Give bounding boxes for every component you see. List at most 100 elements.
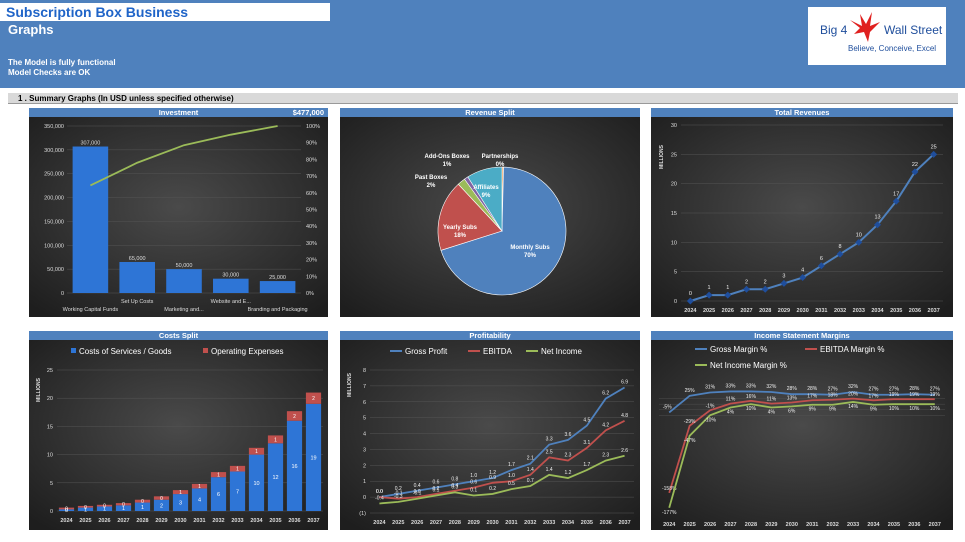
data-label: 0.1 xyxy=(470,488,477,494)
data-label: 65,000 xyxy=(129,256,146,262)
cumulative-line xyxy=(90,125,278,187)
data-label: 27% xyxy=(868,387,879,393)
data-label: 0.1 xyxy=(433,488,440,494)
legend-label: Net Income Margin % xyxy=(710,361,787,370)
legend-label: EBITDA Margin % xyxy=(820,345,884,354)
panel-title-investment: Investment $477,000 xyxy=(29,108,328,117)
data-label: 30,000 xyxy=(222,273,239,279)
x-tick-label: Set Up Costs xyxy=(121,299,154,305)
y-tick-label: 30 xyxy=(671,123,677,129)
data-label: 11% xyxy=(726,397,736,403)
x-tick-label: Website and E... xyxy=(211,299,252,305)
data-label: -10% xyxy=(704,417,716,423)
data-label: 0.4 xyxy=(414,483,421,489)
x-tick-label: 2037 xyxy=(307,518,319,524)
section-title: 1 . Summary Graphs (In USD unless specif… xyxy=(8,93,958,104)
data-label: 32% xyxy=(766,384,777,390)
x-tick-label: 2033 xyxy=(543,520,555,526)
data-label: 28% xyxy=(807,386,818,392)
data-label: 1 xyxy=(103,507,106,513)
y2-tick-label: 70% xyxy=(306,174,317,180)
bar-cost-of-services xyxy=(153,499,170,511)
data-label: 4% xyxy=(727,409,735,415)
data-label: 10% xyxy=(746,406,757,412)
data-label: 0 xyxy=(141,499,144,505)
data-label: 0 xyxy=(103,504,106,510)
y2-tick-label: 90% xyxy=(306,141,317,147)
data-label: 16 xyxy=(291,464,297,470)
data-point xyxy=(930,150,938,158)
y-tick-label: (1) xyxy=(359,511,366,517)
investment-title: Investment xyxy=(158,108,199,117)
x-tick-label: 2031 xyxy=(505,520,517,526)
bar-operating-expenses xyxy=(58,507,75,510)
x-tick-label: 2035 xyxy=(581,520,593,526)
data-label: 0 xyxy=(65,508,68,514)
data-label: 13 xyxy=(874,215,880,221)
x-tick-label: 2037 xyxy=(929,522,941,528)
data-label: 0.6 xyxy=(470,480,477,486)
bar-operating-expenses xyxy=(229,465,246,472)
bar-cost-of-services xyxy=(134,502,151,511)
data-label: 1 xyxy=(84,507,87,513)
bar-cost-of-services xyxy=(115,505,132,511)
data-label: 6.2 xyxy=(602,391,609,397)
data-label: -1% xyxy=(706,403,715,409)
x-tick-label: 2035 xyxy=(890,308,902,314)
data-label: 28% xyxy=(909,386,920,392)
slice-label: Add-Ons Boxes xyxy=(424,154,470,160)
y-tick-label: 350,000 xyxy=(44,124,64,130)
x-tick-label: 2034 xyxy=(562,520,575,526)
data-label: 1 xyxy=(708,285,711,291)
data-label: 0.6 xyxy=(433,480,440,486)
panel-title-revenue-split: Revenue Split xyxy=(340,108,640,117)
y-tick-label: 10 xyxy=(47,453,53,459)
data-label: 2.5 xyxy=(546,449,553,455)
logo: Big 4 Wall Street Believe, Conceive, Exc… xyxy=(808,7,946,65)
x-tick-label: 2034 xyxy=(867,522,880,528)
data-label: 2.3 xyxy=(565,453,572,459)
bar-cost-of-services xyxy=(172,494,189,511)
x-tick-label: 2027 xyxy=(430,520,442,526)
x-tick-label: 2034 xyxy=(871,308,884,314)
data-label: 3 xyxy=(782,273,785,279)
x-tick-label: 2028 xyxy=(136,518,148,524)
bar xyxy=(213,278,249,293)
data-label: 17% xyxy=(868,393,879,399)
legend-swatch xyxy=(203,348,208,353)
data-label: 27% xyxy=(889,387,900,393)
data-label: 1.7 xyxy=(583,462,590,468)
x-tick-label: Branding and Packaging xyxy=(248,307,308,313)
slice-pct: 70% xyxy=(524,253,537,259)
slice-label: Past Boxes xyxy=(415,175,448,181)
company-name: Subscription Box Business xyxy=(0,3,330,21)
data-label: 4 xyxy=(198,498,201,504)
x-tick-label: 2036 xyxy=(600,520,612,526)
pie-slice xyxy=(440,166,567,296)
x-tick-label: 2024 xyxy=(663,522,676,528)
data-label: 1 xyxy=(726,285,729,291)
bar-operating-expenses xyxy=(153,496,170,500)
chart-background xyxy=(651,340,953,530)
data-label: 4.2 xyxy=(602,422,609,428)
data-label: 16% xyxy=(746,394,757,400)
data-label: 1.0 xyxy=(508,473,515,479)
data-label: 1 xyxy=(255,449,258,455)
series-line xyxy=(668,390,935,414)
data-point xyxy=(780,279,788,287)
x-tick-label: 2035 xyxy=(269,518,281,524)
y2-tick-label: 100% xyxy=(306,124,320,130)
data-label: -0.3 xyxy=(394,494,403,500)
logo-text-right: Wall Street xyxy=(884,23,943,37)
data-label: 32% xyxy=(848,384,859,390)
bar-cost-of-services xyxy=(96,506,113,511)
bar-cost-of-services xyxy=(58,509,75,511)
data-label: 2.1 xyxy=(527,456,534,462)
x-tick-label: 2033 xyxy=(847,522,859,528)
data-label: 1.7 xyxy=(508,462,515,468)
data-label: 9% xyxy=(809,407,817,413)
slice-pct: 0% xyxy=(496,162,505,168)
x-tick-label: 2027 xyxy=(117,518,129,524)
chart-background xyxy=(340,340,640,530)
bar-operating-expenses xyxy=(134,499,151,503)
